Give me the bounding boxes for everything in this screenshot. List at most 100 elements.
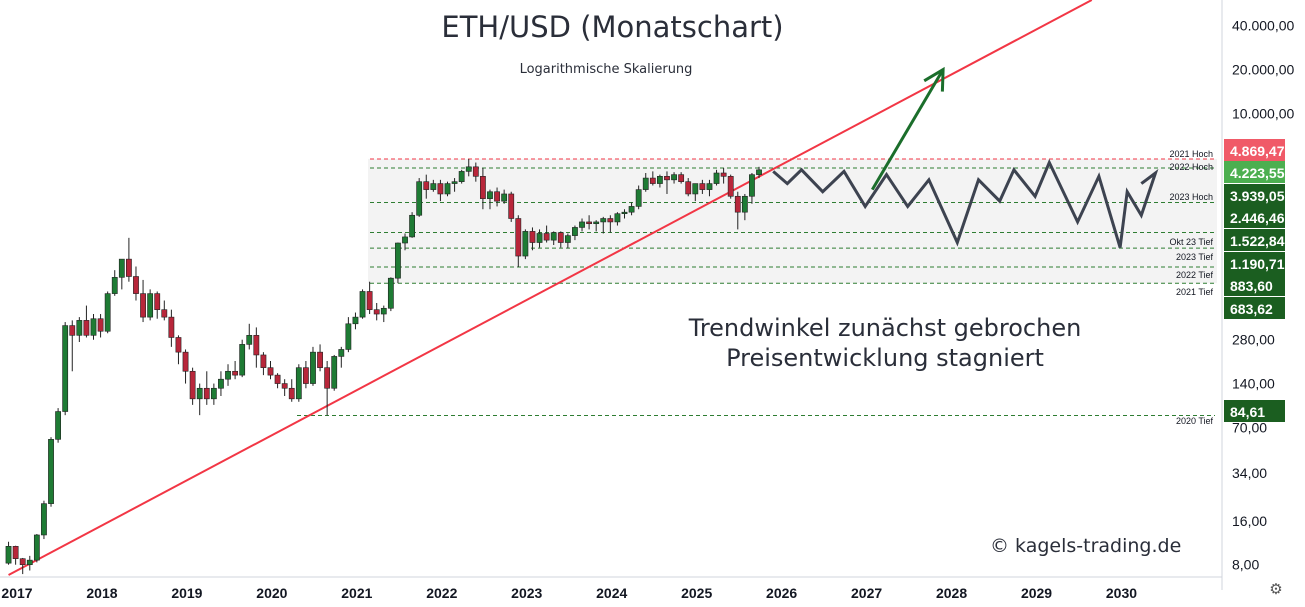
candle-body xyxy=(175,337,182,353)
candle-body xyxy=(649,177,656,184)
x-tick-label: 2025 xyxy=(681,585,712,601)
candle-body xyxy=(628,206,635,213)
candle-body xyxy=(380,307,387,315)
level-name: Okt 23 Tief xyxy=(1169,237,1213,247)
candle-body xyxy=(536,233,543,243)
candle-body xyxy=(387,277,394,309)
candle-body xyxy=(48,439,54,504)
candle-body xyxy=(133,276,139,294)
x-tick-label: 2017 xyxy=(1,585,32,601)
candle-body xyxy=(69,325,76,336)
trendline-line xyxy=(8,0,1093,576)
candle-body xyxy=(600,218,607,223)
copyright-text: © kagels-trading.de xyxy=(990,535,1182,557)
time-axis[interactable]: 2017 2018 2019 2020 2021 2022 2023 2024 2025 2026… xyxy=(0,576,1222,601)
candle-body xyxy=(699,183,706,190)
level-name: 2021 Tief xyxy=(1176,287,1214,297)
x-tick-label: 2026 xyxy=(766,585,797,601)
x-tick-label: 2019 xyxy=(171,585,202,601)
trendline xyxy=(8,0,1093,576)
x-tick-label: 2020 xyxy=(256,585,287,601)
candle-body xyxy=(83,320,90,336)
y-tick-label: 10.000,00 xyxy=(1232,105,1294,121)
candle-body xyxy=(366,291,373,310)
candle-body xyxy=(749,174,755,197)
candle-body xyxy=(402,236,408,244)
candle-body xyxy=(685,181,692,195)
candle-body xyxy=(253,335,260,356)
candle-body xyxy=(76,320,83,336)
x-tick-label: 2027 xyxy=(851,585,882,601)
candle-body xyxy=(267,367,274,376)
candle-body xyxy=(678,174,685,182)
candle-body xyxy=(437,183,444,195)
x-tick-label: 2018 xyxy=(86,585,117,601)
candle-body xyxy=(472,166,479,177)
candle-body xyxy=(140,293,146,318)
candle-body xyxy=(416,181,423,216)
candle-body xyxy=(593,221,600,225)
y-tick-label: 280,00 xyxy=(1232,332,1275,348)
candle-body xyxy=(352,316,359,325)
price-badges: 4.869,47 4.223,55 3.939,05 2.446,46 1.522,84… xyxy=(1224,139,1285,422)
settings-gear-icon[interactable]: ⚙ xyxy=(1269,581,1283,598)
candle-body xyxy=(621,211,628,214)
candle-body xyxy=(147,293,154,318)
price-badge xyxy=(1224,161,1285,183)
price-badge-label: 3.939,05 xyxy=(1230,188,1285,204)
candle-body xyxy=(409,214,415,238)
price-badge-label: 1.190,71 xyxy=(1230,256,1285,272)
candle-body xyxy=(111,277,118,294)
candles xyxy=(5,158,762,575)
candle-body xyxy=(656,176,663,184)
level-name: 2020 Tief xyxy=(1176,416,1214,426)
zigzag-path xyxy=(772,158,1159,249)
candle-body xyxy=(451,181,458,184)
candle-body xyxy=(664,176,670,181)
candle-body xyxy=(317,351,323,368)
candle-body xyxy=(458,171,465,182)
price-badge xyxy=(1224,400,1285,422)
candle-body xyxy=(557,232,564,243)
candle-body xyxy=(727,176,734,197)
candle-body xyxy=(423,181,430,190)
level-name: 2023 Hoch xyxy=(1169,192,1213,202)
price-badge-label: 4.223,55 xyxy=(1230,165,1285,181)
price-badge xyxy=(1224,252,1285,274)
candle-body xyxy=(33,534,40,561)
candle-body xyxy=(90,318,97,336)
candle-body xyxy=(168,316,175,338)
candle-body xyxy=(5,546,12,564)
annotation-line-1: Trendwinkel zunächst gebrochen xyxy=(688,314,1082,342)
candle-body xyxy=(359,291,366,318)
level-name: 2021 Hoch xyxy=(1169,149,1213,159)
candle-body xyxy=(692,183,699,195)
candle-body xyxy=(494,191,500,202)
candle-body xyxy=(281,383,288,389)
price-badge-label: 1.522,84 xyxy=(1230,233,1285,249)
candle-body xyxy=(572,227,578,236)
y-tick-label: 8,00 xyxy=(1232,557,1259,573)
y-tick-label: 16,00 xyxy=(1232,513,1267,529)
candle-body xyxy=(203,387,210,400)
candle-body xyxy=(508,193,515,219)
candle-body xyxy=(19,558,26,566)
price-badge-label: 4.869,47 xyxy=(1230,143,1285,159)
candle-body xyxy=(218,378,224,389)
arrow-head xyxy=(923,66,945,92)
level-name: 2023 Tief xyxy=(1176,252,1214,262)
price-axis[interactable]: 40.000,00 20.000,00 10.000,00 280,00 140,00 7… xyxy=(1221,0,1305,607)
candle-body xyxy=(741,195,748,213)
candle-body xyxy=(671,174,677,181)
candle-body xyxy=(579,221,585,228)
candle-body xyxy=(189,370,196,400)
candle-body xyxy=(62,325,69,412)
y-tick-label: 40.000,00 xyxy=(1232,18,1294,34)
candle-body xyxy=(465,166,472,172)
candle-body xyxy=(154,293,161,310)
candle-body xyxy=(118,258,125,278)
candle-body xyxy=(479,176,486,199)
candle-body xyxy=(444,183,451,195)
candle-body xyxy=(274,374,281,384)
